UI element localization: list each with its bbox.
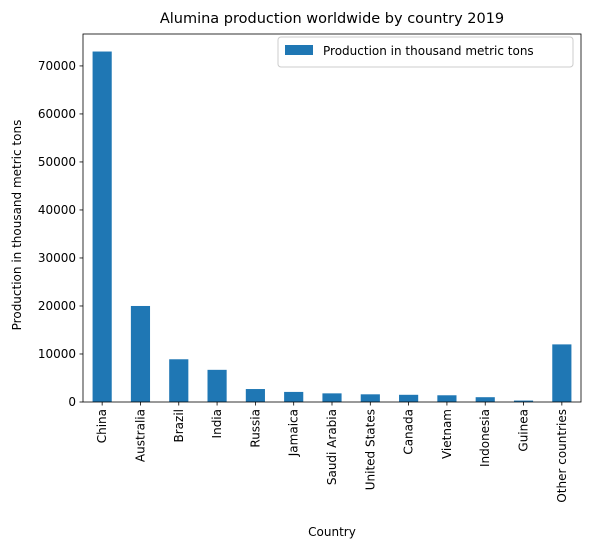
- y-axis-title: Production in thousand metric tons: [10, 120, 24, 331]
- bar-australia: [130, 305, 151, 402]
- plot-area: [82, 33, 582, 403]
- bar-canada: [399, 394, 419, 402]
- y-axis: 0 10000 20000 30000 40000 50000 60000 70000: [38, 59, 83, 409]
- x-tick-label: Canada: [402, 409, 416, 455]
- chart-title: Alumina production worldwide by country …: [160, 11, 504, 27]
- bar-united-states: [360, 394, 380, 402]
- x-axis-title: Country: [308, 525, 356, 539]
- y-tick-label: 50000: [38, 155, 76, 169]
- x-tick-label: Vietnam: [440, 409, 454, 459]
- x-tick-label: India: [210, 409, 224, 438]
- y-tick-label: 70000: [38, 59, 76, 73]
- legend: Production in thousand metric tons: [277, 36, 574, 68]
- bar-guinea: [513, 400, 534, 402]
- bar-brazil: [169, 359, 189, 402]
- bar-jamaica: [284, 391, 304, 402]
- y-tick-label: 60000: [38, 107, 76, 121]
- x-tick-label: Saudi Arabia: [325, 409, 339, 485]
- plot-frame: [82, 33, 582, 403]
- x-tick-label: Russia: [248, 409, 262, 448]
- y-tick-label: 0: [68, 395, 76, 409]
- bar-other-countries: [552, 344, 572, 402]
- x-tick-label: China: [95, 409, 109, 443]
- x-tick-label: Jamaica: [287, 409, 301, 457]
- x-tick-label: Guinea: [517, 409, 531, 452]
- x-tick-label: Other countries: [555, 409, 569, 503]
- bar-china: [92, 51, 112, 403]
- x-tick-label: United States: [363, 409, 377, 490]
- bar-vietnam: [437, 395, 457, 402]
- bar-indonesia: [475, 397, 495, 402]
- legend-swatch: [285, 45, 313, 55]
- bar-russia: [245, 389, 265, 402]
- bar-saudi-arabia: [322, 393, 342, 402]
- bar-india: [207, 369, 227, 402]
- y-tick-label: 30000: [38, 251, 76, 265]
- legend-label: Production in thousand metric tons: [323, 44, 534, 58]
- legend-frame: [277, 36, 574, 68]
- y-tick-label: 40000: [38, 203, 76, 217]
- y-tick-label: 10000: [38, 347, 76, 361]
- x-tick-label: Brazil: [172, 409, 186, 443]
- y-tick-label: 20000: [38, 299, 76, 313]
- x-axis: China Australia Brazil India Russia Jamaica Sa…: [95, 402, 569, 503]
- x-tick-label: Indonesia: [478, 409, 492, 467]
- x-tick-label: Australia: [133, 409, 147, 462]
